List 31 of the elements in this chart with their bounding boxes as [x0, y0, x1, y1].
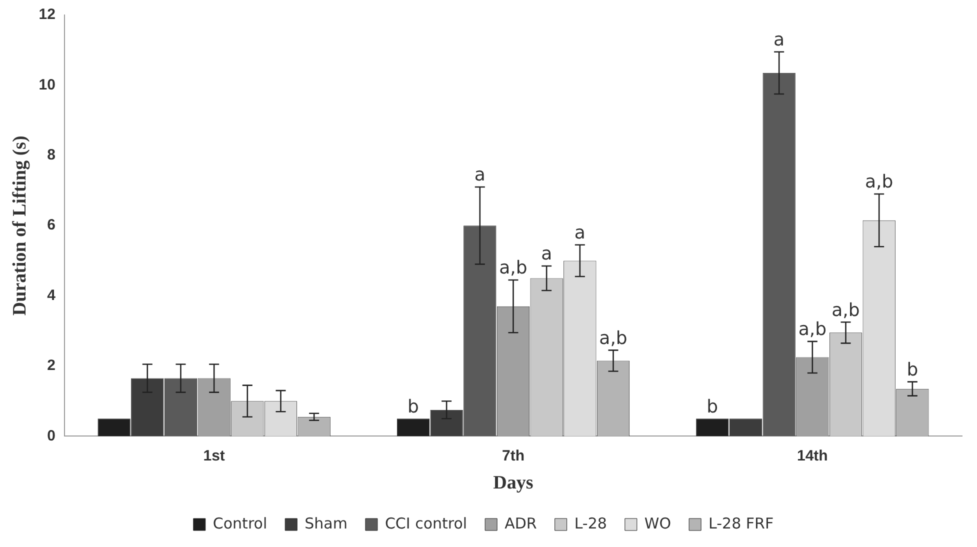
legend-label: CCI control [384, 514, 468, 532]
data-label: a,b [798, 319, 827, 340]
legend-label: L-28 [574, 514, 607, 532]
data-label: a,b [832, 300, 860, 321]
y-tick-label: 6 [47, 216, 56, 234]
y-tick-label: 4 [47, 286, 56, 304]
data-label: b [906, 359, 918, 380]
data-label: b [706, 396, 718, 418]
y-axis-title: Duration of Lifting (s) [9, 136, 30, 316]
data-label: a,b [499, 258, 528, 279]
y-tick-label: 8 [47, 146, 56, 164]
y-tick-label: 2 [47, 357, 56, 374]
data-label: a [474, 164, 486, 186]
x-tick-label: 1st [203, 447, 225, 464]
data-label: a [574, 222, 586, 244]
legend-label: ADR [504, 514, 537, 532]
y-tick-label: 0 [47, 427, 56, 444]
x-axis-title: Days [493, 472, 534, 494]
x-tick-label: 14th [796, 447, 828, 464]
y-tick-label: 12 [38, 6, 56, 24]
y-tick-label: 10 [38, 76, 56, 94]
legend-label: Control [212, 514, 268, 532]
data-label: a [774, 30, 785, 51]
legend-label: WO [644, 514, 672, 532]
data-label: b [408, 396, 419, 418]
legend-label: L-28 FRF [708, 514, 774, 532]
data-label: a [541, 244, 552, 265]
data-label: a,b [599, 328, 628, 349]
legend-label: Sham [304, 514, 348, 532]
x-tick-label: 7th [502, 447, 524, 464]
data-label: a,b [864, 172, 894, 193]
